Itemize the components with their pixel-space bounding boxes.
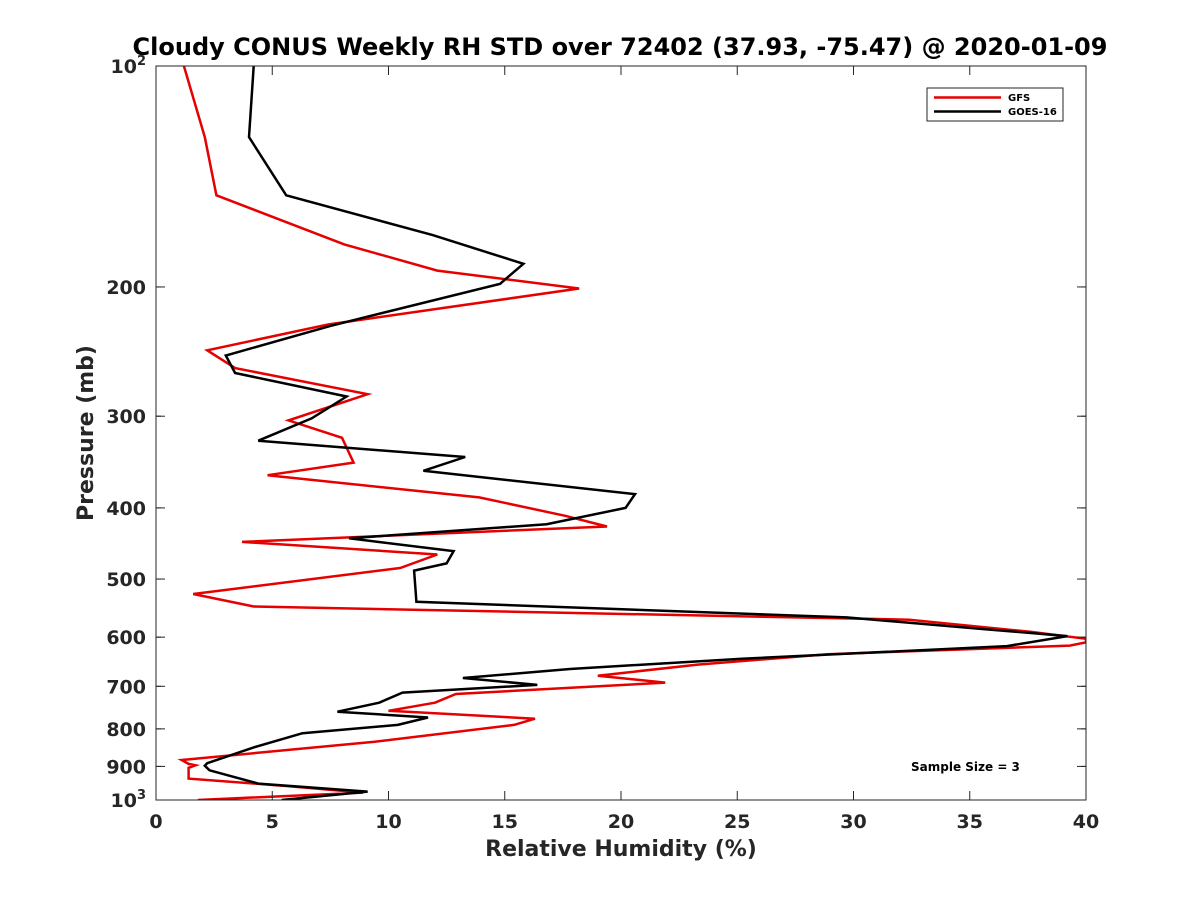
y-tick-label: 900: [106, 756, 146, 778]
y-tick-label: 102: [111, 54, 147, 78]
legend: GFS GOES-16: [926, 87, 1064, 122]
chart-title: Cloudy CONUS Weekly RH STD over 72402 (3…: [133, 33, 1108, 61]
plot-area: 0 5 10 15 20 25 30 35 40 102 200 300 400 500 600 700 80…: [106, 54, 1099, 833]
x-tick-label: 30: [840, 811, 866, 833]
legend-label-gfs: GFS: [1008, 93, 1030, 104]
sample-size-annotation: Sample Size = 3: [911, 760, 1020, 774]
y-tick-label: 300: [106, 406, 146, 428]
x-axis: 0 5 10 15 20 25 30 35 40: [149, 66, 1099, 833]
y-tick-label: 600: [106, 627, 146, 649]
y-axis: 102 200 300 400 500 600 700 800 900 103: [106, 54, 1086, 812]
x-tick-label: 25: [724, 811, 750, 833]
x-tick-label: 40: [1073, 811, 1099, 833]
series-line-gfs: [177, 66, 1086, 800]
x-tick-label: 5: [266, 811, 279, 833]
x-tick-label: 35: [957, 811, 983, 833]
x-tick-label: 20: [608, 811, 634, 833]
x-tick-label: 15: [492, 811, 518, 833]
legend-label-goes16: GOES-16: [1008, 107, 1057, 118]
series-layer: [177, 66, 1086, 800]
x-tick-label: 0: [149, 811, 162, 833]
x-axis-label: Relative Humidity (%): [485, 837, 757, 862]
y-tick-label: 700: [106, 676, 146, 698]
y-tick-label: 103: [111, 788, 147, 812]
legend-box: [926, 87, 1064, 122]
y-tick-label: 400: [106, 498, 146, 520]
y-tick-label: 500: [106, 569, 146, 591]
y-axis-label: Pressure (mb): [74, 345, 99, 521]
y-tick-label: 200: [106, 277, 146, 299]
x-tick-label: 10: [375, 811, 401, 833]
y-tick-label: 800: [106, 719, 146, 741]
series-line-goes16: [203, 66, 1068, 800]
